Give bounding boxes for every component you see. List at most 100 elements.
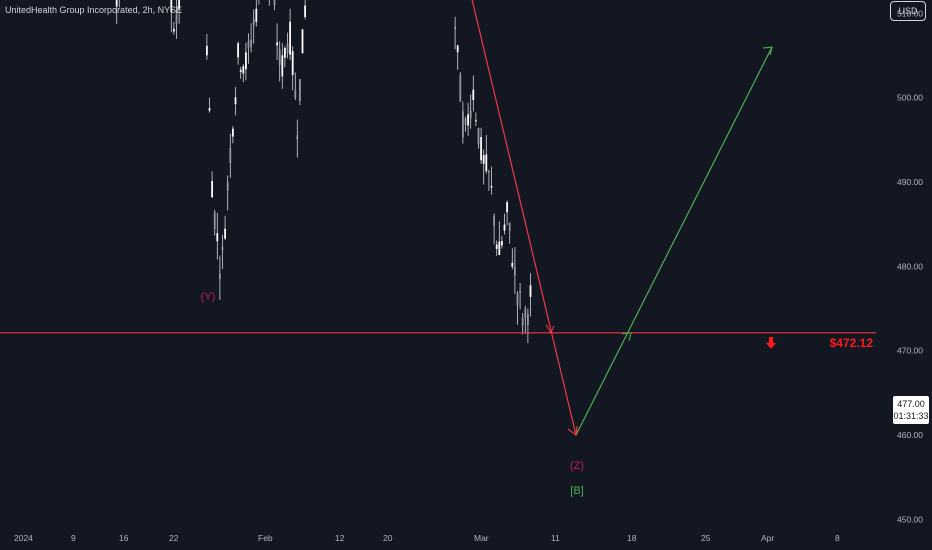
candle-body bbox=[495, 244, 498, 249]
candle-body bbox=[456, 45, 459, 53]
candle-body bbox=[482, 155, 485, 164]
candle-body bbox=[170, 0, 173, 12]
candle-body bbox=[219, 273, 221, 279]
candle-body bbox=[175, 13, 178, 24]
candle-body bbox=[216, 233, 219, 242]
symbol-title: UnitedHealth Group Incorporated, 2h, NYS… bbox=[5, 5, 183, 15]
candle-body bbox=[464, 118, 467, 126]
candle-body bbox=[115, 0, 118, 7]
candle-body bbox=[229, 147, 232, 164]
candle-body bbox=[291, 51, 294, 76]
candle-body bbox=[206, 45, 208, 56]
candle-body bbox=[299, 79, 301, 102]
candle-body bbox=[178, 0, 180, 9]
projection-red-line bbox=[471, 0, 577, 436]
x-tick-label: 25 bbox=[701, 533, 711, 543]
x-tick-label: 2024 bbox=[14, 533, 33, 543]
candle-body bbox=[488, 171, 490, 173]
y-tick-label: 460.00 bbox=[897, 430, 923, 440]
currency-button[interactable]: USD bbox=[890, 1, 926, 21]
projection-green-line bbox=[575, 46, 773, 436]
x-tick-label: 11 bbox=[551, 533, 560, 543]
candle-body bbox=[480, 137, 482, 161]
x-tick-label: 9 bbox=[71, 533, 76, 543]
candle-body bbox=[221, 246, 224, 250]
x-tick-label: Apr bbox=[761, 533, 774, 543]
cross-marker bbox=[545, 324, 555, 334]
candle-body bbox=[462, 111, 464, 138]
x-tick-label: 18 bbox=[627, 533, 637, 543]
arrowhead bbox=[567, 425, 578, 437]
level-lines: $556.94$472.12 bbox=[0, 332, 876, 350]
candle-body bbox=[501, 241, 503, 246]
y-tick-label: 470.00 bbox=[897, 346, 923, 356]
candle-body bbox=[234, 97, 237, 105]
candle-body bbox=[477, 128, 480, 145]
wave-label: [B] bbox=[570, 485, 583, 497]
cross-marker bbox=[621, 332, 632, 341]
x-tick-label: Feb bbox=[258, 533, 273, 543]
candle-body bbox=[519, 291, 521, 293]
candle-body bbox=[211, 181, 213, 198]
candle-body bbox=[173, 28, 175, 32]
candle-body bbox=[524, 308, 527, 318]
candle-body bbox=[469, 110, 472, 119]
candle-body bbox=[459, 74, 462, 102]
candle-body bbox=[304, 5, 306, 17]
candle-body bbox=[242, 66, 245, 74]
candle-body bbox=[493, 215, 495, 226]
x-tick-label: 12 bbox=[335, 533, 345, 543]
candle-body bbox=[454, 26, 456, 30]
candle-body bbox=[516, 293, 519, 306]
y-tick-label: 480.00 bbox=[897, 261, 923, 271]
projection-lines bbox=[471, 0, 773, 437]
candle-body bbox=[506, 202, 508, 213]
candle-body bbox=[467, 114, 469, 126]
candle-body bbox=[511, 262, 514, 267]
candle-body bbox=[286, 43, 289, 54]
candle-body bbox=[301, 29, 304, 54]
candle-body bbox=[514, 267, 516, 276]
candle-body bbox=[472, 89, 475, 101]
x-tick-label: Mar bbox=[474, 533, 489, 543]
arrow-down-icon bbox=[766, 336, 776, 349]
y-tick-label: 490.00 bbox=[897, 177, 923, 187]
candle-body bbox=[490, 185, 493, 188]
x-axis[interactable]: 2024 9 16 22 Feb 12 20 Mar 11 18 25 Apr 8 bbox=[14, 533, 840, 543]
candle-body bbox=[278, 49, 281, 65]
candle-body bbox=[503, 224, 506, 231]
x-tick-label: 16 bbox=[119, 533, 129, 543]
y-axis[interactable]: 450.00 460.00 470.00 480.00 490.00 500.00 510.… bbox=[897, 0, 923, 524]
x-tick-label: 22 bbox=[169, 533, 179, 543]
wave-labels: (X)(Y)(X)(Z)[B] bbox=[201, 291, 584, 497]
candle-body bbox=[276, 42, 278, 46]
candle-body bbox=[239, 69, 242, 72]
candle-body bbox=[508, 222, 511, 231]
candle-body bbox=[281, 55, 284, 77]
candle-body bbox=[289, 21, 291, 55]
candle-body bbox=[529, 285, 532, 297]
bar-countdown: 01:31:33 bbox=[893, 411, 929, 421]
candle-body bbox=[284, 48, 286, 58]
candle-body bbox=[273, 0, 276, 6]
candle-body bbox=[527, 313, 529, 326]
candle-body bbox=[475, 120, 477, 122]
current-price-tag: 477.00 01:31:33 bbox=[893, 396, 929, 424]
wave-label: (Y) bbox=[201, 291, 216, 303]
y-tick-label: 510.00 bbox=[897, 8, 923, 18]
candle-body bbox=[498, 241, 501, 255]
candle-body bbox=[237, 43, 239, 58]
candle-body bbox=[485, 154, 488, 172]
candle-body bbox=[245, 52, 247, 70]
candle-body bbox=[232, 128, 234, 137]
candle-body bbox=[226, 181, 229, 191]
candle-body bbox=[213, 211, 216, 230]
candle-body bbox=[252, 19, 255, 26]
arrowhead bbox=[762, 46, 773, 56]
y-tick-label: 450.00 bbox=[897, 514, 923, 524]
candle-body bbox=[247, 40, 250, 49]
candle-body bbox=[294, 90, 297, 99]
candles bbox=[115, 0, 532, 344]
candle-body bbox=[255, 8, 258, 22]
